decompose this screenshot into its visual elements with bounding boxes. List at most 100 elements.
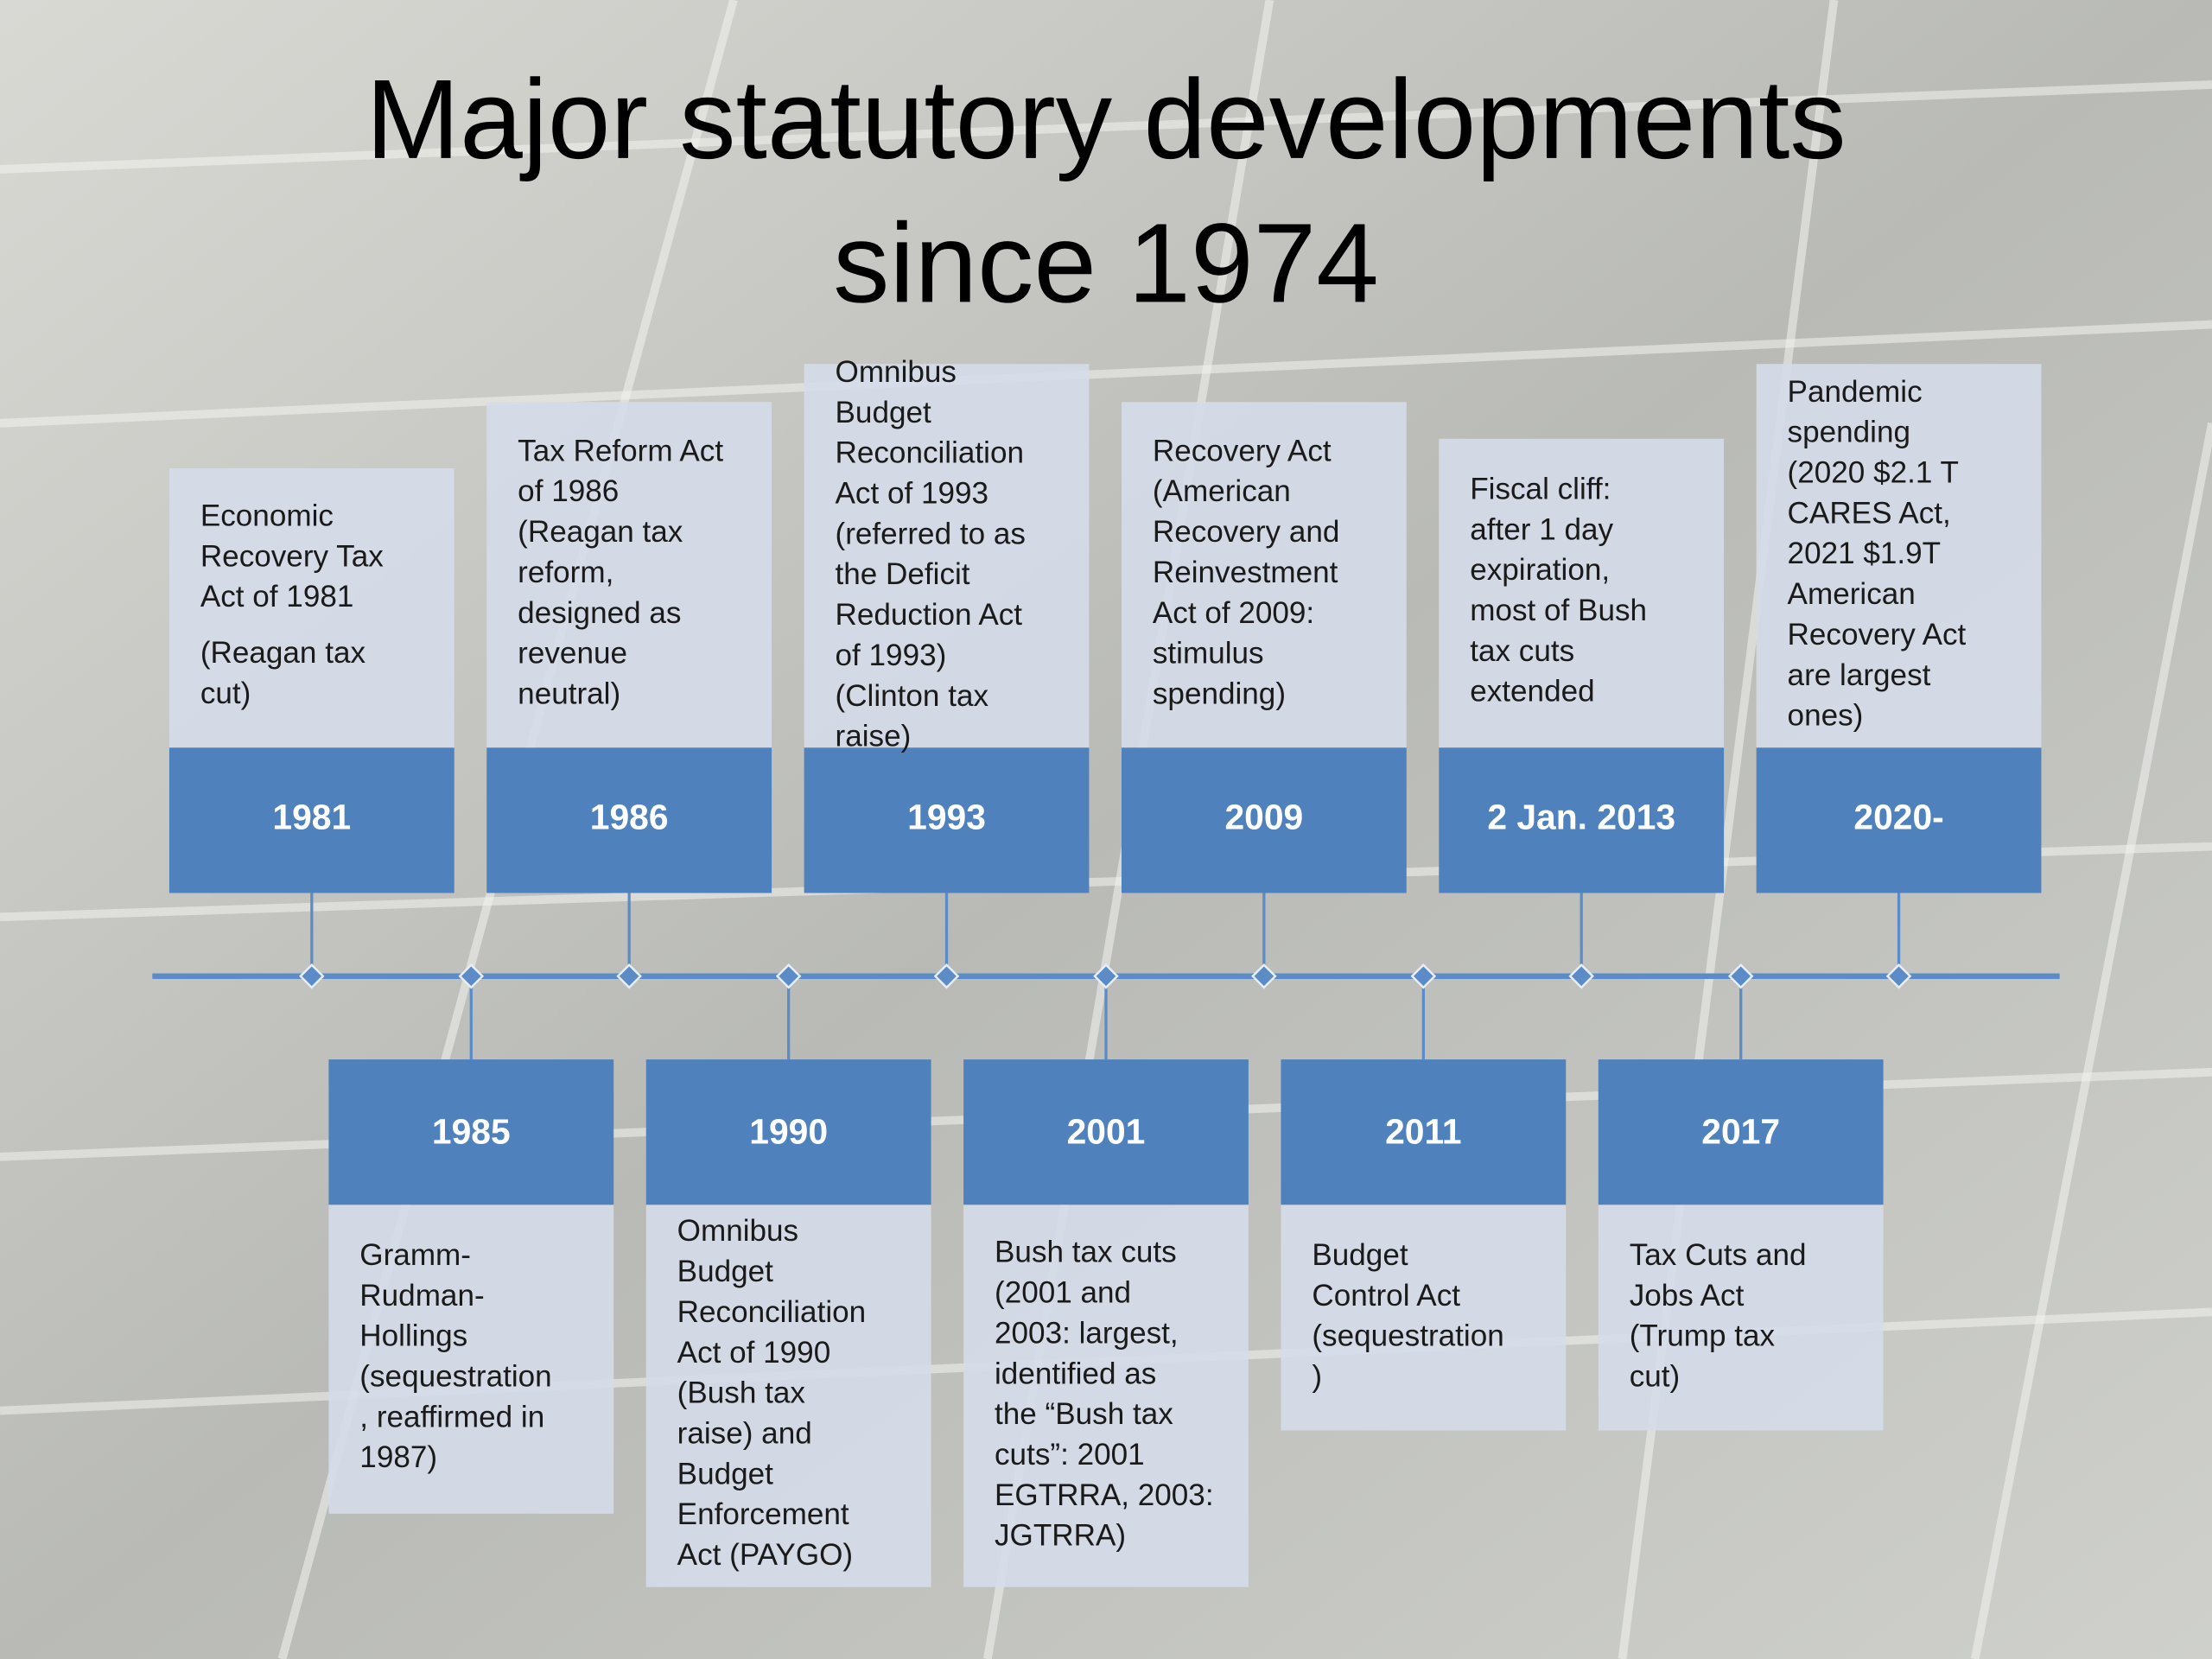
event-description: Reinvestment: [1153, 556, 1338, 589]
timeline-marker: [775, 963, 802, 989]
timeline-marker: [1568, 963, 1594, 989]
event-description: Act (PAYGO): [677, 1538, 853, 1572]
event-description: Act of 2009:: [1153, 596, 1314, 630]
event-description: Reduction Act: [836, 598, 1023, 632]
event-box: [1598, 1205, 1884, 1431]
event-description: American: [1788, 577, 1916, 611]
event-box: [1439, 438, 1725, 748]
event-description: cut): [200, 677, 251, 710]
event-box: [1121, 402, 1407, 748]
event-year: 2011: [1385, 1111, 1462, 1151]
event-description: cut): [1630, 1360, 1681, 1394]
timeline-marker: [1251, 963, 1277, 989]
event-description: stimulus: [1153, 637, 1264, 671]
event-description: 2021 $1.9T: [1788, 537, 1942, 570]
timeline-marker: [1727, 963, 1754, 989]
event-description: Omnibus: [677, 1214, 798, 1248]
event-description: EGTRRA, 2003:: [995, 1478, 1214, 1512]
event-description: Recovery Tax: [200, 539, 384, 573]
event-year: 1985: [432, 1111, 511, 1151]
event-description: ones): [1788, 699, 1864, 733]
event-description: Control Act: [1312, 1279, 1460, 1313]
event-description: Recovery and: [1153, 515, 1340, 549]
event-year: 1986: [590, 797, 669, 836]
event-description: Tax Reform Act: [518, 434, 723, 467]
event-description: (Trump tax: [1630, 1319, 1776, 1353]
timeline-marker: [1410, 963, 1437, 989]
event-description: Budget: [677, 1457, 773, 1491]
event-description: the “Bush tax: [995, 1397, 1173, 1431]
event-description: neutral): [518, 677, 620, 710]
event-description: Budget: [836, 396, 931, 429]
event-description: 1987): [359, 1440, 437, 1474]
event-description: after 1 day: [1470, 512, 1613, 546]
year-band: [645, 1059, 931, 1205]
event-description: (2001 and: [995, 1276, 1131, 1310]
event-description: extended: [1470, 675, 1594, 709]
event-description: Economic: [200, 499, 334, 532]
event-year: 1993: [907, 797, 986, 836]
year-band: [1439, 747, 1725, 893]
event-year: 2 Jan. 2013: [1487, 797, 1675, 836]
event-description: (Clinton tax: [836, 679, 989, 713]
event-description: expiration,: [1470, 553, 1610, 587]
timeline-marker: [1885, 963, 1912, 989]
timeline-marker: [933, 963, 960, 989]
event-description: (Reagan tax: [518, 515, 683, 549]
event-description: spending): [1153, 677, 1286, 710]
year-band: [1281, 1059, 1567, 1205]
event-description: Fiscal cliff:: [1470, 472, 1611, 505]
year-band: [168, 747, 454, 893]
event-description: Budget: [1312, 1238, 1408, 1272]
event-box: [804, 364, 1090, 748]
event-description: Bush tax cuts: [995, 1236, 1177, 1269]
event-description: Recovery Act: [1788, 618, 1967, 652]
event-description: Reconciliation: [836, 436, 1024, 470]
event-description: spending: [1788, 416, 1910, 449]
year-band: [963, 1059, 1249, 1205]
event-description: (2020 $2.1 T: [1788, 455, 1959, 489]
year-band: [1598, 1059, 1884, 1205]
event-box: [328, 1205, 614, 1514]
year-band: [1756, 747, 2042, 893]
event-description: (Bush tax: [677, 1376, 806, 1410]
event-year: 2009: [1224, 797, 1303, 836]
event-description: raise) and: [677, 1416, 812, 1450]
event-description: cuts”: 2001: [995, 1438, 1145, 1471]
event-box: [1756, 364, 2042, 748]
event-description: of 1993): [836, 639, 947, 672]
year-band: [1121, 747, 1407, 893]
event-description: (sequestration: [1312, 1319, 1503, 1353]
event-description: designed as: [518, 596, 681, 630]
event-description: identified as: [995, 1357, 1156, 1390]
event-description: Pandemic: [1788, 375, 1923, 409]
event-description: Enforcement: [677, 1497, 849, 1531]
event-description: Tax Cuts and: [1630, 1238, 1807, 1272]
timeline-marker: [458, 963, 485, 989]
event-description: raise): [836, 720, 912, 753]
event-year: 2020-: [1853, 797, 1943, 836]
event-box: [963, 1205, 1249, 1587]
event-description: Gramm-: [359, 1238, 471, 1272]
event-description: Hollings: [359, 1319, 467, 1353]
event-description: Act of 1990: [677, 1336, 831, 1370]
event-description: of 1986: [518, 474, 619, 508]
timeline-marker: [299, 963, 325, 989]
event-description: tax cuts: [1470, 634, 1574, 668]
event-description: Budget: [677, 1255, 773, 1288]
event-description: are largest: [1788, 658, 1931, 692]
event-year: 1981: [272, 797, 351, 836]
year-band: [328, 1059, 614, 1205]
event-box: [1281, 1205, 1567, 1431]
event-description: 2003: largest,: [995, 1316, 1179, 1350]
title-line: since 1974: [833, 200, 1379, 326]
event-description: ): [1312, 1360, 1322, 1394]
event-description: Recovery Act: [1153, 434, 1332, 467]
event-description: (sequestration: [359, 1360, 551, 1394]
event-description: Act of 1993: [836, 476, 989, 510]
event-year: 2017: [1701, 1111, 1780, 1151]
year-band: [486, 747, 772, 893]
event-description: revenue: [518, 637, 627, 671]
event-box: [486, 402, 772, 748]
